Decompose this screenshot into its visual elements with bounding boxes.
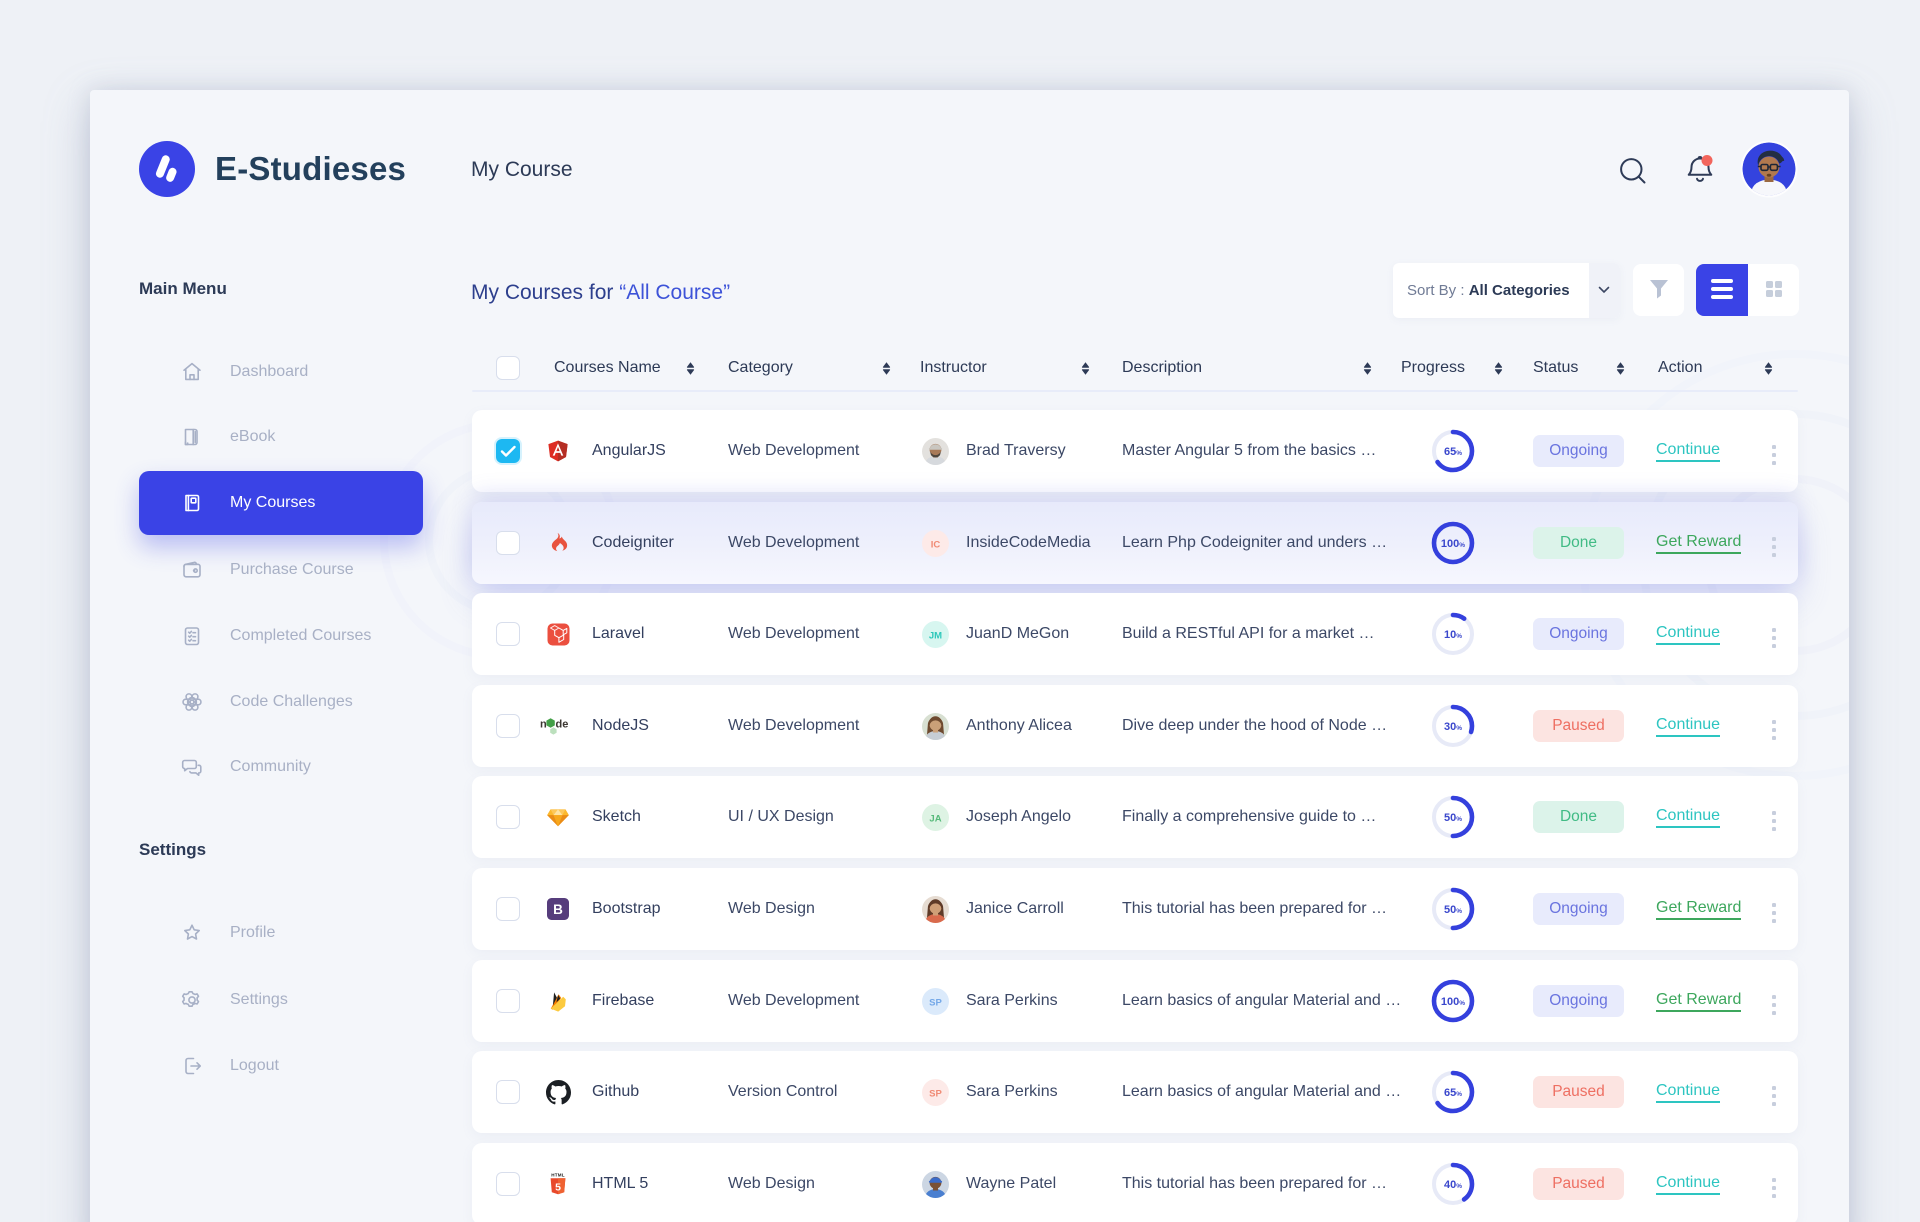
svg-text:100%: 100% bbox=[1441, 996, 1465, 1008]
svg-text:65%: 65% bbox=[1444, 446, 1462, 458]
svg-text:HTML: HTML bbox=[551, 1173, 565, 1178]
svg-text:SP: SP bbox=[929, 997, 942, 1008]
svg-text:5: 5 bbox=[555, 1181, 561, 1193]
svg-text:n: n bbox=[540, 719, 547, 731]
svg-text:10%: 10% bbox=[1444, 629, 1462, 641]
svg-text:SP: SP bbox=[929, 1088, 942, 1099]
svg-text:de: de bbox=[556, 719, 569, 731]
svg-text:IC: IC bbox=[931, 539, 941, 550]
svg-text:30%: 30% bbox=[1444, 721, 1462, 733]
svg-text:JM: JM bbox=[929, 630, 942, 641]
svg-text:40%: 40% bbox=[1444, 1179, 1462, 1191]
svg-text:50%: 50% bbox=[1444, 904, 1462, 916]
svg-text:100%: 100% bbox=[1441, 538, 1465, 550]
svg-text:B: B bbox=[553, 902, 563, 917]
svg-text:50%: 50% bbox=[1444, 812, 1462, 824]
svg-text:65%: 65% bbox=[1444, 1087, 1462, 1099]
svg-text:JA: JA bbox=[929, 813, 941, 824]
